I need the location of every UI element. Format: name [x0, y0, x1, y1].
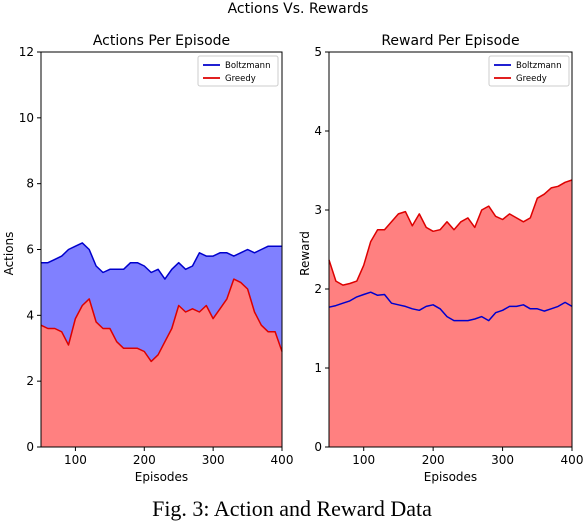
legend-entry: Greedy — [516, 74, 547, 84]
figure-caption: Fig. 3: Action and Reward Data — [152, 496, 432, 521]
legend-entry: Boltzmann — [225, 61, 270, 71]
series-line-boltzmann — [328, 291, 573, 322]
figure-suptitle: Actions Vs. Rewards — [228, 1, 369, 17]
series-line-boltzmann — [41, 242, 282, 280]
x-tick-label: 300 — [491, 453, 514, 467]
legend: Boltzmann Greedy — [488, 55, 570, 87]
series-line-greedy — [328, 179, 573, 286]
y-tick-label: 4 — [314, 124, 322, 138]
chart-title: Actions Per Episode — [93, 33, 230, 49]
x-tick-label: 400 — [561, 453, 584, 467]
y-tick-label: 2 — [314, 282, 322, 296]
y-axis-label: Reward — [298, 231, 312, 276]
y-tick-label: 8 — [26, 177, 34, 191]
area-fill-greedy — [329, 180, 572, 447]
legend-entry: Boltzmann — [516, 61, 561, 71]
chart-title: Reward Per Episode — [381, 33, 519, 49]
x-tick-label: 400 — [271, 453, 294, 467]
actions-chart: 100 200 300 400 0 2 4 6 8 10 12 Actions Per Episode… — [2, 33, 293, 484]
y-tick-label: 2 — [26, 374, 34, 388]
y-tick-label: 0 — [314, 440, 322, 454]
x-axis-label: Episodes — [424, 470, 477, 484]
x-tick-label: 100 — [64, 453, 87, 467]
area-fill-greedy — [41, 279, 282, 447]
y-tick-label: 12 — [19, 45, 34, 59]
y-tick-label: 0 — [26, 440, 34, 454]
x-tick-label: 300 — [202, 453, 225, 467]
series-line-greedy — [40, 278, 283, 363]
reward-chart: 100 200 300 400 0 1 2 3 4 5 Reward Per Episode Epis… — [298, 33, 583, 484]
legend: Boltzmann Greedy — [197, 55, 279, 87]
y-tick-label: 4 — [26, 308, 34, 322]
x-tick-label: 100 — [352, 453, 375, 467]
y-tick-label: 6 — [26, 243, 34, 257]
legend-entry: Greedy — [225, 74, 256, 84]
x-tick-label: 200 — [422, 453, 445, 467]
x-tick-label: 200 — [133, 453, 156, 467]
y-axis-label: Actions — [2, 232, 16, 276]
y-tick-label: 5 — [314, 45, 322, 59]
x-axis-label: Episodes — [135, 470, 188, 484]
y-tick-label: 10 — [19, 111, 34, 125]
y-tick-label: 3 — [314, 203, 322, 217]
axes-frame — [328, 51, 573, 448]
y-tick-label: 1 — [314, 361, 322, 375]
